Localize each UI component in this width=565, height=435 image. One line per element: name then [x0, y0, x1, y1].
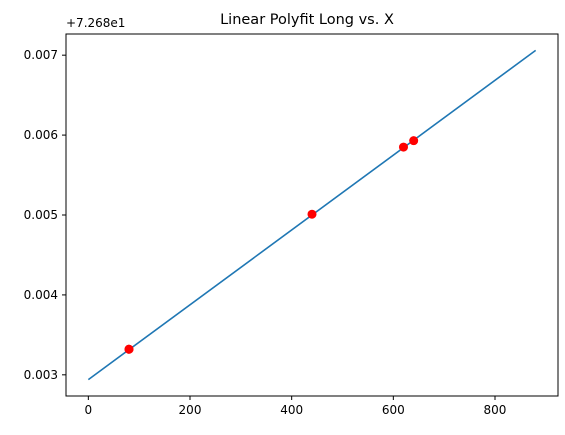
data-point	[409, 136, 419, 146]
x-tick-label: 400	[280, 403, 303, 417]
y-tick-label: 0.005	[24, 208, 58, 222]
y-tick-label: 0.006	[24, 128, 58, 142]
y-tick-label: 0.003	[24, 368, 58, 382]
x-tick-label: 600	[382, 403, 405, 417]
x-axis: 0 200 400 600 800	[85, 396, 507, 417]
data-point	[398, 142, 408, 152]
x-tick-label: 800	[484, 403, 507, 417]
data-point	[124, 344, 134, 354]
chart-title: Linear Polyfit Long vs. X	[220, 12, 394, 28]
x-tick-label: 200	[179, 403, 202, 417]
y-axis: 0.003 0.004 0.005 0.006 0.007	[24, 48, 66, 382]
x-tick-label: 0	[85, 403, 93, 417]
y-offset-label: +7.268e1	[66, 16, 125, 30]
plot-marks	[87, 49, 537, 381]
y-tick-label: 0.004	[24, 288, 58, 302]
data-point	[307, 209, 317, 219]
y-tick-label: 0.007	[24, 48, 58, 62]
